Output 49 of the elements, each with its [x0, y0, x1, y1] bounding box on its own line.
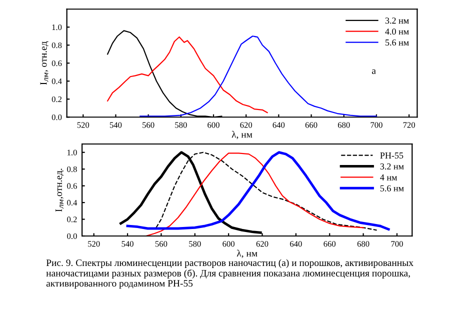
x-tick-label: 680: [338, 122, 350, 128]
y-tick-label: 0.6: [67, 183, 77, 189]
x-tick-label: 580: [189, 241, 201, 247]
legend-label: 3.2 нм: [385, 18, 409, 24]
y-tick-label: 0.4: [67, 200, 78, 206]
x-tick-label: 620: [240, 122, 252, 128]
x-tick-label: 520: [77, 122, 90, 128]
y-tick-label: 0.8: [52, 42, 62, 48]
x-tick-label: 720: [403, 122, 415, 128]
x-tick-label: 640: [290, 241, 302, 247]
y-axis-title: I$_{лм}$,отн.ед.: [56, 168, 64, 212]
x-axis-title: λ, нм: [232, 130, 252, 140]
y-tick-label: 1.0: [68, 150, 77, 156]
x-tick-label: 540: [122, 241, 134, 247]
x-axis-title: λ, нм: [236, 250, 258, 258]
x-tick-label: 540: [110, 122, 122, 128]
y-tick-label: 0.6: [52, 60, 62, 66]
y-tick-label: 0.0: [67, 233, 77, 240]
legend-label: 4 нм: [380, 174, 398, 180]
y-axis-title: I$_{лм}$, отн.ед: [40, 41, 49, 85]
y-tick-label: 0.4: [52, 78, 62, 84]
y-tick-label: 0.2: [52, 96, 62, 102]
line-series: [107, 36, 268, 114]
y-tick-label: 0.8: [67, 166, 77, 172]
x-tick-label: 620: [256, 241, 268, 247]
annotation: а: [372, 69, 376, 74]
y-tick-label: 1.0: [52, 24, 62, 30]
x-tick-label: 560: [155, 241, 168, 247]
x-tick-label: 520: [88, 241, 100, 247]
x-tick-label: 640: [272, 122, 285, 128]
legend-label: 5.6 нм: [386, 39, 409, 46]
x-tick-label: 660: [305, 122, 318, 128]
legend-label: 3.2 нм: [380, 163, 404, 170]
text: Рис. 9. Спектры люминесценции растворов наночастиц (а) и порошков, активированных наночастицами разных размеров (б). Для сравнения показана люминесценция порошка, активированного родамином РН-55: [46, 259, 414, 289]
x-tick-label: 600: [222, 241, 235, 247]
line-series: [145, 152, 364, 236]
x-tick-label: 560: [142, 122, 154, 128]
legend-label: 4.0 нм: [385, 28, 409, 35]
x-tick-label: 600: [208, 122, 220, 128]
legend-label: РН-55: [380, 152, 404, 159]
x-tick-label: 580: [175, 122, 187, 128]
x-tick-label: 660: [324, 241, 336, 247]
legend-label: 5.6 нм: [380, 185, 404, 192]
y-tick-label: 0.2: [67, 216, 77, 222]
x-tick-label: 700: [370, 122, 382, 128]
x-tick-label: 680: [357, 241, 370, 247]
line-series: [140, 36, 378, 117]
x-tick-label: 700: [391, 241, 403, 247]
y-tick-label: 0.0: [52, 114, 62, 120]
